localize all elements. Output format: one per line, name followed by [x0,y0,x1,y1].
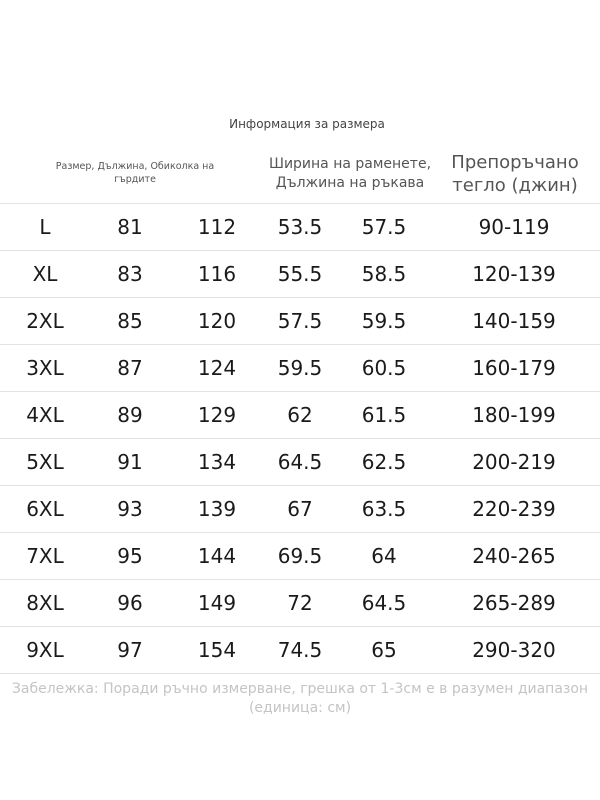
cell-chest: 124 [197,356,237,380]
cell-shoulder: 59.5 [277,356,323,380]
cell-size: 6XL [26,497,64,521]
cell-size: L [39,215,51,239]
table-row: 9XL 97 154 74.5 65 290-320 [0,627,600,674]
cell-size: 8XL [26,591,64,615]
header-weight: Препоръчано тегло (джин) [451,152,579,196]
cell-shoulder: 69.5 [277,544,323,568]
cell-weight: 290-320 [472,638,556,662]
table-title: Информация за размера [229,117,385,131]
cell-sleeve: 62.5 [361,450,407,474]
cell-shoulder: 67 [287,497,313,521]
cell-chest: 144 [197,544,237,568]
table-row: 4XL 89 129 62 61.5 180-199 [0,392,600,439]
cell-weight: 265-289 [472,591,556,615]
table-row: 2XL 85 120 57.5 59.5 140-159 [0,298,600,345]
cell-size: 9XL [26,638,64,662]
cell-length: 95 [117,544,143,568]
cell-chest: 112 [197,215,237,239]
cell-chest: 154 [197,638,237,662]
cell-chest: 129 [197,403,237,427]
cell-weight: 180-199 [472,403,556,427]
table-row: 5XL 91 134 64.5 62.5 200-219 [0,439,600,486]
cell-shoulder: 72 [287,591,313,615]
cell-length: 85 [117,309,143,333]
cell-size: 7XL [26,544,64,568]
cell-weight: 140-159 [472,309,556,333]
cell-weight: 90-119 [478,215,550,239]
cell-weight: 240-265 [472,544,556,568]
cell-weight: 160-179 [472,356,556,380]
cell-sleeve: 65 [371,638,397,662]
header-size-length-chest: Размер, Дължина, Обиколка на гърдите [55,161,215,185]
cell-length: 83 [117,262,143,286]
cell-chest: 134 [197,450,237,474]
cell-size: 3XL [26,356,64,380]
cell-sleeve: 59.5 [361,309,407,333]
cell-length: 93 [117,497,143,521]
cell-length: 97 [117,638,143,662]
cell-sleeve: 58.5 [361,262,407,286]
cell-shoulder: 57.5 [277,309,323,333]
cell-shoulder: 64.5 [277,450,323,474]
cell-chest: 120 [197,309,237,333]
cell-sleeve: 61.5 [361,403,407,427]
header-shoulder-sleeve: Ширина на раменете, Дължина на ръкава [268,156,432,191]
table-row: XL 83 116 55.5 58.5 120-139 [0,251,600,298]
cell-weight: 220-239 [472,497,556,521]
table-row: 8XL 96 149 72 64.5 265-289 [0,580,600,627]
cell-size: 4XL [26,403,64,427]
cell-shoulder: 74.5 [277,638,323,662]
cell-sleeve: 60.5 [361,356,407,380]
cell-chest: 149 [197,591,237,615]
cell-length: 87 [117,356,143,380]
cell-sleeve: 63.5 [361,497,407,521]
cell-weight: 120-139 [472,262,556,286]
footnote: Забележка: Поради ръчно измерване, грешк… [11,681,589,716]
cell-weight: 200-219 [472,450,556,474]
cell-length: 89 [117,403,143,427]
table-row: 3XL 87 124 59.5 60.5 160-179 [0,345,600,392]
cell-chest: 139 [197,497,237,521]
table-row: 7XL 95 144 69.5 64 240-265 [0,533,600,580]
cell-shoulder: 53.5 [277,215,323,239]
cell-sleeve: 64 [371,544,397,568]
cell-sleeve: 57.5 [361,215,407,239]
cell-shoulder: 62 [287,403,313,427]
size-table: L 81 112 53.5 57.5 90-119 XL 83 116 55.5 58.5 120-1… [0,203,600,674]
cell-length: 81 [117,215,143,239]
table-row: 6XL 93 139 67 63.5 220-239 [0,486,600,533]
cell-size: XL [32,262,58,286]
cell-size: 5XL [26,450,64,474]
cell-length: 96 [117,591,143,615]
cell-chest: 116 [197,262,237,286]
cell-shoulder: 55.5 [277,262,323,286]
cell-length: 91 [117,450,143,474]
cell-size: 2XL [26,309,64,333]
table-row: L 81 112 53.5 57.5 90-119 [0,204,600,251]
cell-sleeve: 64.5 [361,591,407,615]
